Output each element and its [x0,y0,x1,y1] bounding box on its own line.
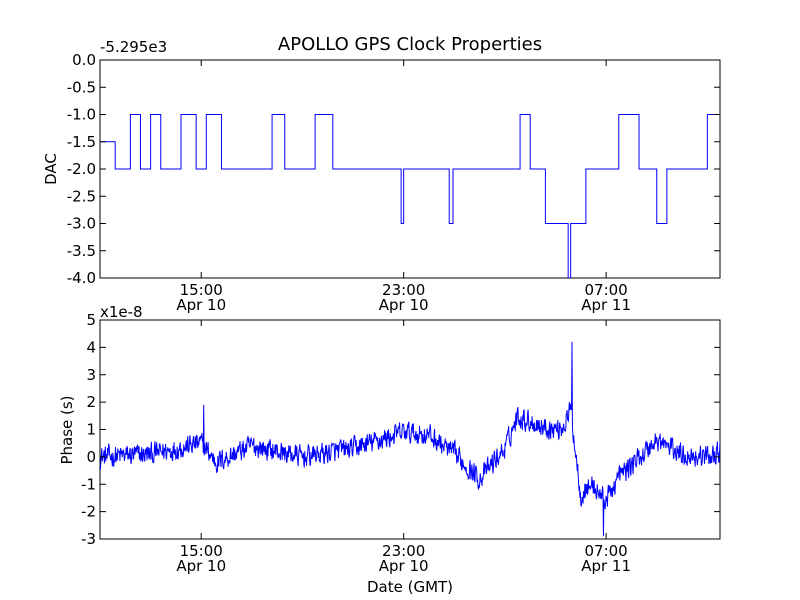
dac-y-tick-label: 0.0 [72,51,96,69]
dac-y-tick-label: -3.0 [67,215,96,233]
phase-y-tick-label: 0 [86,448,96,466]
dac-x-tick-date: Apr 11 [581,296,631,314]
phase-y-ticks: 5 4 3 2 1 0 -1 -2 -3 [81,311,720,548]
phase-y-tick-label: 5 [86,311,96,329]
dac-y-tick-label: -2.5 [67,187,96,205]
phase-y-axis-label: Phase (s) [58,395,76,464]
phase-y-tick-label: 3 [86,366,96,384]
dac-x-tick-time: 07:00 [585,281,628,299]
chart-title: APOLLO GPS Clock Properties [278,34,542,55]
phase-y-tick-label: -1 [81,475,96,493]
phase-series-group [100,341,720,537]
dac-series-line [100,114,720,278]
phase-x-tick-time: 15:00 [180,542,223,560]
phase-y-tick-label: -3 [81,530,96,548]
dac-x-tick-time: 15:00 [180,281,223,299]
phase-offset-label: x1e-8 [100,303,143,321]
phase-x-tick-date: Apr 10 [176,557,226,575]
phase-plot-area [99,319,721,540]
dac-y-tick-label: -4.0 [67,269,96,287]
dac-y-axis-label: DAC [42,153,60,185]
dac-x-tick-date: Apr 10 [379,296,429,314]
dac-y-tick-label: -1.5 [67,133,96,151]
phase-x-tick-date: Apr 11 [581,557,631,575]
dac-y-tick-label: -2.0 [67,160,96,178]
phase-y-tick-label: 4 [86,338,96,356]
phase-x-tick-date: Apr 10 [379,557,429,575]
dac-axes: 0.0 -0.5 -1.0 -1.5 -2.0 -2.5 -3.0 -3.5 -4.0 15:0… [42,38,721,314]
phase-series-line [100,341,720,537]
phase-y-tick-label: 1 [86,421,96,439]
dac-x-tick-date: Apr 10 [176,296,226,314]
dac-y-ticks: 0.0 -0.5 -1.0 -1.5 -2.0 -2.5 -3.0 -3.5 -4.0 [67,51,720,287]
dac-x-tick-time: 23:00 [382,281,425,299]
phase-y-tick-label: 2 [86,393,96,411]
dac-offset-label: -5.295e3 [100,38,167,56]
phase-x-axis-label: Date (GMT) [367,578,453,596]
phase-x-tick-time: 07:00 [585,542,628,560]
dac-y-tick-label: -1.0 [67,106,96,124]
dac-y-tick-label: -3.5 [67,242,96,260]
phase-y-tick-label: -2 [81,503,96,521]
phase-x-tick-time: 23:00 [382,542,425,560]
dac-series-group [100,114,720,278]
dac-y-tick-label: -0.5 [67,78,96,96]
